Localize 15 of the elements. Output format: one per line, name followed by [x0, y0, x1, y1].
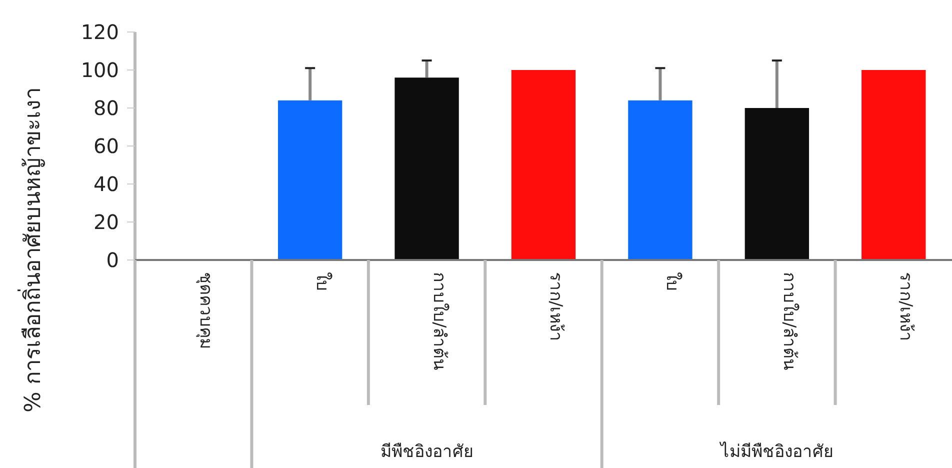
y-tick-label: 100	[80, 58, 119, 82]
y-tick-label: 20	[94, 210, 119, 234]
y-tick-label: 40	[94, 172, 119, 196]
x-tick-label: ใบ	[662, 272, 684, 291]
y-tick-label: 120	[80, 20, 119, 44]
y-tick-label: 0	[106, 248, 119, 272]
y-axis-title: % การเลือกถิ่นอาศัยบนหญ้าขะเงา	[17, 88, 46, 412]
x-tick-label: ชุดควบคุม	[195, 272, 216, 349]
x-tick-label: ราก/เหง้า	[896, 272, 916, 342]
x-tick-label: ราก/เหง้า	[546, 272, 566, 342]
x-tick-label: กาบใบ/ลำต้น	[428, 272, 450, 371]
x-tick-label: ใบ	[312, 272, 334, 291]
x-tick-label: กาบใบ/ลำต้น	[778, 272, 800, 371]
y-tick-label: 80	[94, 96, 119, 120]
y-tick-label: 60	[94, 134, 119, 158]
